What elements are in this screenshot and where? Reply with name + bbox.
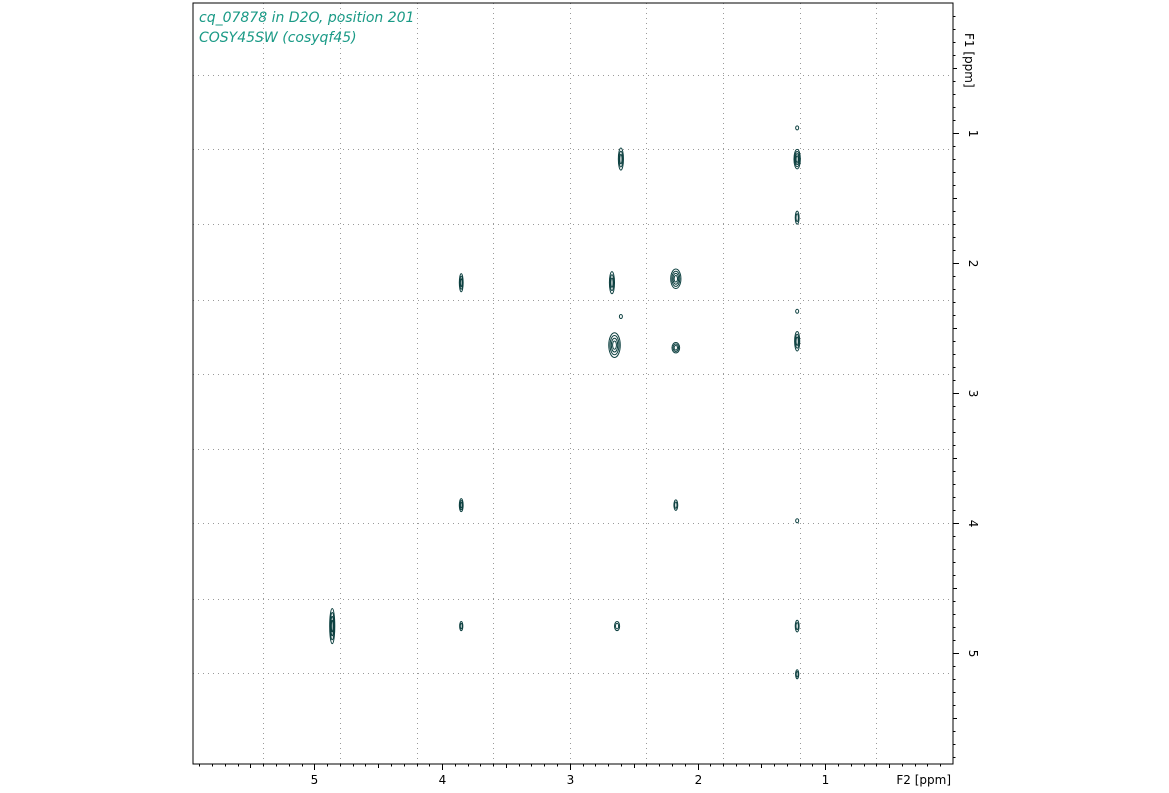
x-tick-label: 1 — [822, 773, 830, 787]
contour-level — [794, 153, 800, 166]
contour-level — [794, 151, 801, 168]
contour-level — [672, 343, 680, 352]
contour-level — [608, 271, 616, 295]
contour-peak — [670, 268, 682, 290]
contour-level — [329, 611, 335, 641]
contour-level — [330, 615, 335, 637]
title-line-1: cq_07878 in D2O, position 201 — [199, 10, 414, 26]
contour-level — [794, 210, 800, 225]
axis-ticks: 5 4 3 2 1 1 2 3 4 5 — [199, 16, 980, 787]
contour-level — [614, 621, 621, 632]
contour-peak — [795, 518, 800, 524]
x-tick-label: 3 — [567, 773, 575, 787]
contour-level — [794, 333, 800, 349]
contour-level — [617, 147, 624, 171]
contour-level — [670, 268, 682, 290]
contour-level — [795, 336, 799, 346]
contour-peak — [458, 498, 464, 513]
contour-level — [459, 501, 463, 509]
contour-peak — [458, 273, 464, 293]
contour-level — [619, 153, 623, 165]
contour-level — [459, 275, 464, 290]
x-tick-label: 5 — [311, 773, 319, 787]
contour-level — [674, 501, 678, 509]
contour-level — [615, 622, 620, 630]
contour-level — [609, 274, 615, 292]
contour-level — [458, 498, 464, 513]
contour-level — [794, 330, 801, 352]
contour-peak — [618, 314, 623, 320]
contour-level — [672, 272, 680, 285]
contour-peak — [614, 621, 621, 632]
contour-peak — [608, 332, 621, 358]
title-line-2: COSY45SW (cosyqf45) — [199, 30, 357, 46]
contour-level — [459, 499, 464, 511]
contour-level — [795, 213, 799, 223]
contour-level — [673, 344, 678, 351]
contour-level — [793, 148, 801, 170]
contour-level — [459, 621, 464, 632]
contour-level — [671, 342, 681, 354]
contour-level — [618, 314, 623, 320]
contour-peak — [608, 271, 616, 295]
contour-level — [794, 619, 800, 633]
contour-level — [795, 155, 799, 163]
contour-peak — [795, 125, 800, 131]
grid-lines — [193, 3, 953, 764]
contour-peak — [673, 499, 679, 511]
y-tick-label: 1 — [966, 130, 980, 138]
plot-frame — [192, 2, 954, 765]
contour-level — [795, 125, 800, 131]
contour-level — [795, 308, 800, 314]
contour-peak — [329, 608, 336, 645]
contour-peak — [617, 147, 624, 171]
contour-peak — [794, 619, 800, 633]
y-axis-label: F1 [ppm] — [962, 33, 976, 88]
x-tick-label: 2 — [695, 773, 703, 787]
contour-peaks — [329, 125, 801, 680]
contour-level — [330, 619, 334, 633]
x-tick-label: 4 — [439, 773, 447, 787]
contour-peak — [795, 669, 800, 680]
contour-level — [329, 608, 336, 645]
contour-level — [610, 337, 619, 353]
contour-level — [671, 270, 681, 287]
contour-peak — [794, 210, 800, 225]
contour-level — [795, 622, 799, 631]
contour-level — [609, 335, 620, 356]
y-tick-label: 5 — [966, 650, 980, 658]
contour-level — [612, 340, 617, 350]
y-tick-label: 2 — [966, 260, 980, 268]
y-tick-label: 4 — [966, 520, 980, 528]
contour-level — [795, 671, 799, 678]
contour-level — [459, 622, 463, 630]
y-tick-label: 3 — [966, 390, 980, 398]
contour-level — [673, 275, 679, 283]
contour-level — [458, 273, 464, 293]
contour-level — [608, 332, 621, 358]
contour-peak — [459, 621, 464, 632]
x-axis-label: F2 [ppm] — [896, 773, 951, 787]
contour-level — [459, 278, 463, 288]
contour-level — [618, 150, 624, 168]
contour-level — [610, 277, 614, 288]
contour-peak — [794, 330, 801, 352]
contour-level — [673, 499, 679, 511]
contour-peak — [795, 308, 800, 314]
contour-level — [795, 669, 800, 680]
contour-peak — [793, 148, 801, 170]
contour-level — [795, 518, 800, 524]
contour-peak — [671, 342, 681, 354]
